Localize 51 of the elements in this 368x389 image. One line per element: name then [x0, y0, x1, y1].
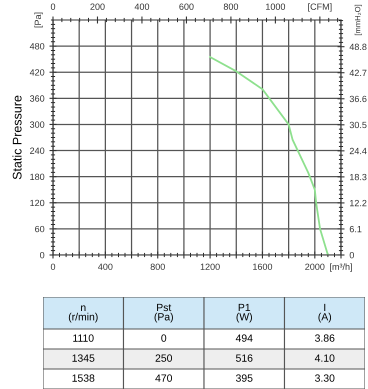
category-label: n (r/min): [68, 305, 98, 323]
x2-tick-label: 600: [179, 3, 194, 10]
y-tick-label: 0: [40, 252, 44, 258]
y-tick-label: 60: [35, 226, 44, 232]
category-label: Pst (Pa): [154, 304, 173, 323]
text: 3.30: [315, 374, 334, 382]
line-series: [209, 56, 329, 255]
text: 0: [161, 334, 166, 342]
y2-tick-label: 36.6: [350, 96, 367, 102]
x2-tick-label: 200: [90, 3, 105, 10]
y2-tick-label: 18.3: [350, 174, 367, 180]
y-tick-label: 480: [30, 43, 44, 50]
y2-tick-label: 24.4: [350, 148, 367, 154]
y2-tick-label: 42.7: [350, 70, 366, 76]
category-label: I (A): [318, 304, 332, 323]
x-tick-label: 800: [150, 264, 165, 270]
y2-tick-label: 6.1: [350, 226, 362, 232]
text: [Pa]: [34, 12, 43, 28]
y-axis-title: Static Pressure: [12, 96, 22, 180]
x2-tick-label: 0: [50, 3, 56, 10]
x2-tick-label: 1000: [266, 3, 286, 10]
x2-tick-label: [CFM]: [308, 3, 332, 12]
y2-tick-label: 12.2: [350, 200, 366, 206]
text: 1110: [73, 334, 94, 342]
text: 250: [156, 354, 172, 362]
x-tick-label: 2000: [305, 264, 325, 270]
text: 494: [236, 334, 253, 342]
x-tick-label: 0: [50, 264, 56, 270]
x-tick-label: 1200: [200, 264, 220, 270]
text: 395: [236, 374, 253, 382]
text: 3.86: [315, 334, 334, 342]
y-tick-label: 240: [30, 148, 44, 154]
x-tick-label: 400: [98, 264, 113, 270]
text: 4.10: [314, 354, 334, 362]
text: 1345: [72, 354, 94, 362]
x-tick-label: 1600: [253, 264, 272, 270]
x-tick-label: [m³/h]: [330, 263, 352, 272]
y-tick-label: 120: [30, 200, 44, 206]
y2-tick-label: 30.5: [350, 122, 367, 128]
x2-tick-label: 800: [224, 3, 238, 10]
y-tick-label: 420: [30, 69, 44, 76]
text: 1538: [72, 374, 94, 382]
y-tick-label: 180: [30, 174, 44, 180]
category-label: P1 (W): [236, 304, 252, 323]
y-tick-label: 360: [30, 95, 44, 102]
text: 516: [236, 354, 252, 362]
x2-tick-label: 400: [134, 3, 150, 10]
text: 470: [155, 374, 172, 382]
y2-tick-label: 48.8: [350, 44, 367, 50]
y2-tick-label: 0: [350, 252, 354, 258]
y-tick-label: 300: [30, 121, 44, 128]
